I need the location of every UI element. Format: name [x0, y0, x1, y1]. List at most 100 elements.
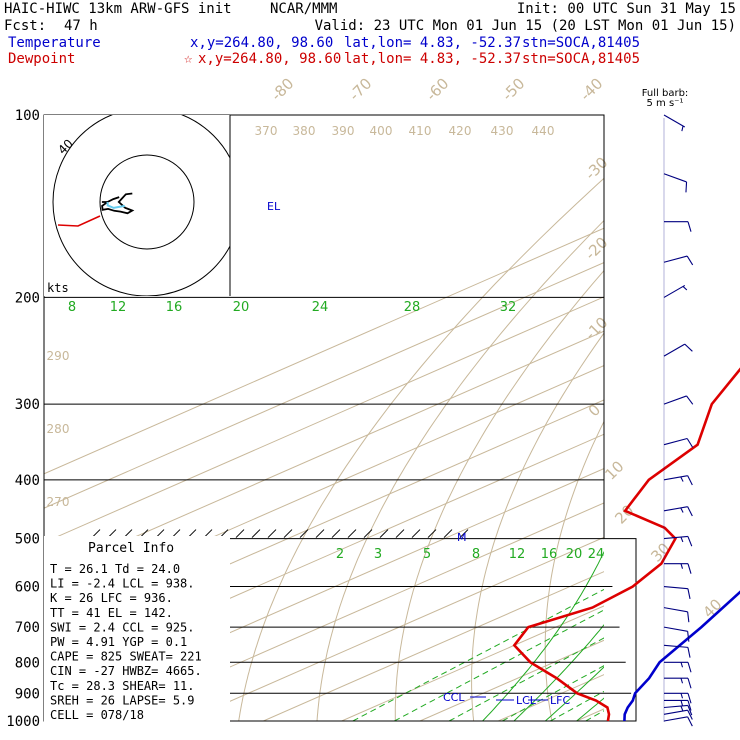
hodograph-trace-low — [106, 201, 125, 209]
isotherm-line — [44, 468, 604, 715]
wind-barb — [664, 221, 692, 232]
mixing-ratio-label: 3 — [374, 547, 382, 562]
parcel-info-row: CIN = -27 HWBZ= 4665. — [50, 664, 202, 678]
wind-barb — [663, 586, 691, 599]
parcel-info-box: Parcel Info T = 26.1 Td = 24.0LI = -2.4 … — [44, 536, 230, 722]
pressure-label: 700 — [15, 620, 40, 636]
wind-barb — [663, 716, 693, 727]
parcel-info-row: K = 26 LFC = 936. — [50, 591, 173, 605]
hatch-mark — [235, 529, 245, 538]
isotherm-line — [419, 639, 604, 721]
hatch-mark — [411, 529, 421, 538]
moist-adiabat-lines — [482, 550, 604, 721]
hodograph-storm-motion — [57, 215, 101, 227]
isotherm-label: -20 — [581, 233, 611, 263]
dry-adiabat-label: 440 — [532, 124, 555, 138]
parcel-info-row: LI = -2.4 LCL = 938. — [50, 577, 195, 591]
hodograph-units: kts — [47, 281, 69, 295]
wind-barb — [663, 114, 686, 132]
dry-adiabat-label: 290 — [47, 349, 70, 363]
dry-adiabat-lines — [238, 115, 740, 721]
isotherm-label: 30 — [647, 539, 673, 565]
mixing-ratio-label: 12 — [509, 547, 526, 562]
temperature-legend-label: Temperature — [8, 35, 101, 51]
wind-barb — [663, 437, 694, 448]
moist-adiabat-label: 28 — [404, 300, 421, 315]
dry-adiabat-line — [394, 269, 604, 721]
dry-adiabat-label: 380 — [293, 124, 316, 138]
mixing-ratio-line — [352, 588, 604, 721]
wind-barb — [664, 692, 692, 704]
dry-adiabat-label: 400 — [370, 124, 393, 138]
mixing-ratio-label: 24 — [588, 547, 605, 562]
wind-barb — [664, 563, 692, 574]
wind-barb — [663, 626, 690, 642]
isotherm-line — [263, 571, 604, 721]
moist-adiabat-label: 20 — [233, 300, 250, 315]
dry-adiabat-line — [685, 115, 740, 721]
dewpoint-legend-stn: stn=SOCA,81405 — [522, 51, 640, 67]
hatch-mark — [443, 529, 453, 538]
pressure-label: 900 — [15, 686, 40, 702]
dewpoint-legend-latlon: lat,lon= 4.83, -52.37 — [344, 51, 521, 67]
dewpoint-legend-label: Dewpoint — [8, 51, 75, 67]
wind-barb — [663, 506, 693, 517]
pressure-tick-labels: 100 200 300 400 500 600 700 800 900 1000 — [6, 108, 40, 730]
isotherm-line — [498, 674, 604, 721]
hatch-mark — [251, 529, 261, 538]
hatch-mark — [459, 529, 469, 538]
wind-barb — [663, 704, 693, 716]
isotherm-label: -30 — [581, 153, 611, 183]
lfc-label: LFC — [550, 694, 570, 707]
parcel-info-row: SREH = 26 LAPSE= 5.9 — [50, 693, 195, 707]
hatch-mark — [299, 529, 309, 538]
dry-adiabat-label: 420 — [449, 124, 472, 138]
hodograph-ring-inner — [99, 154, 195, 250]
hatch-mark — [283, 529, 293, 538]
mixing-ratio-label: 8 — [472, 547, 480, 562]
isotherm-line — [733, 115, 740, 721]
hatch-mark — [331, 529, 341, 538]
parcel-info-row: PW = 4.91 YGP = 0.1 — [50, 635, 187, 649]
temperature-legend-xy: x,y=264.80, 98.60 — [190, 35, 333, 51]
pressure-label: 100 — [15, 108, 40, 124]
wind-barb — [664, 699, 692, 711]
hatch-mark — [267, 529, 277, 538]
mixing-ratio-lines — [352, 588, 604, 721]
wind-barb — [663, 644, 691, 658]
moist-adiabat-line — [544, 666, 604, 721]
dry-adiabat-line — [238, 177, 604, 721]
mixing-ratio-label: 16 — [541, 547, 558, 562]
moist-adiabat-tick-labels: 8 12 16 20 24 28 32 — [68, 300, 516, 315]
moist-adiabat-label: 12 — [110, 300, 127, 315]
isotherm-label: -50 — [498, 74, 528, 104]
hodograph: 40 kts — [44, 115, 231, 296]
parcel-info-row: CAPE = 825 SWEAT= 221 — [50, 650, 202, 664]
isotherm-line — [44, 296, 604, 544]
pressure-label: 800 — [15, 655, 40, 671]
wind-barb — [663, 343, 693, 357]
dry-adiabat-label: 410 — [409, 124, 432, 138]
isotherm-label: -80 — [267, 74, 297, 104]
dry-adiabat-line — [316, 219, 604, 721]
init-time: Init: 00 UTC Sun 31 May 15 — [517, 1, 736, 17]
mixing-ratio-label: 5 — [423, 547, 431, 562]
dewpoint-profile-line — [512, 367, 740, 722]
wind-barb — [663, 535, 693, 547]
wind-barbs — [663, 114, 694, 727]
parcel-info-title: Parcel Info — [88, 541, 174, 556]
mixing-ratio-label: 2 — [336, 547, 344, 562]
parcel-info-row: Tc = 28.3 SHEAR= 11. — [50, 679, 195, 693]
mixing-ratio-line — [394, 609, 604, 721]
wind-barb — [663, 284, 688, 298]
wind-barb — [664, 677, 692, 689]
moist-adiabat-label: 32 — [500, 300, 517, 315]
hatch-mark — [347, 529, 357, 538]
isotherm-label: 10 — [601, 457, 627, 483]
isotherm-line — [44, 261, 604, 509]
fcst-value: 47 h — [64, 18, 98, 34]
temperature-profile-line — [623, 590, 740, 722]
moist-adiabat-line — [482, 550, 604, 721]
pressure-label: 600 — [15, 580, 40, 596]
